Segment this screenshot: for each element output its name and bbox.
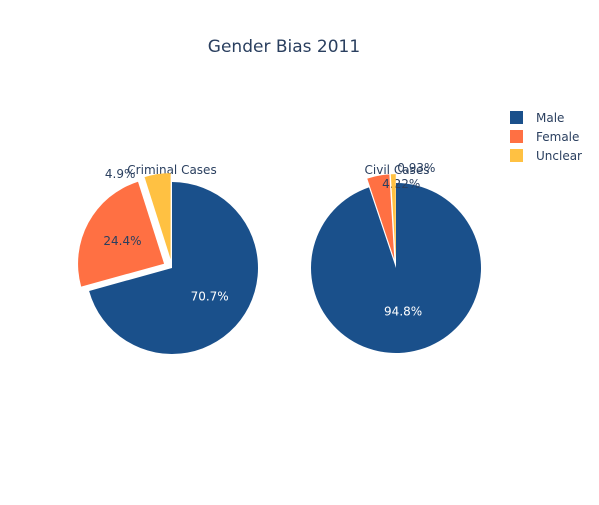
legend-label-female: Female xyxy=(536,130,579,144)
pie-slice-male[interactable] xyxy=(310,183,481,354)
legend-swatch-unclear xyxy=(510,149,523,162)
slice-label-male: 94.8% xyxy=(384,305,422,319)
pie-slice-female[interactable] xyxy=(78,181,165,287)
chart-title: Gender Bias 2011 xyxy=(208,37,360,57)
legend: Male Female Unclear xyxy=(510,111,582,163)
legend-label-unclear: Unclear xyxy=(536,149,582,163)
pie-criminal-cases: 70.7% 24.4% 4.9% xyxy=(78,167,258,354)
pie-title-criminal: Criminal Cases xyxy=(127,163,216,177)
slice-label-unclear: 4.9% xyxy=(105,167,136,181)
legend-swatch-female xyxy=(510,130,523,143)
legend-item-unclear[interactable]: Unclear xyxy=(510,149,582,163)
pie-slice-female[interactable] xyxy=(367,174,395,260)
legend-item-female[interactable]: Female xyxy=(510,130,579,144)
pie-slice-unclear[interactable] xyxy=(390,174,396,260)
slice-label-female: 4.22% xyxy=(382,177,420,191)
pie-title-civil: Civil Cases xyxy=(365,163,430,177)
slice-label-female: 24.4% xyxy=(103,234,141,248)
pie-civil-cases: 94.8% 4.22% 0.93% xyxy=(310,161,481,354)
legend-swatch-male xyxy=(510,111,523,124)
legend-item-male[interactable]: Male xyxy=(510,111,564,125)
legend-label-male: Male xyxy=(536,111,564,125)
slice-label-unclear: 0.93% xyxy=(397,161,435,175)
pie-slice-male[interactable] xyxy=(89,182,258,354)
slice-label-male: 70.7% xyxy=(191,290,229,304)
pie-slice-unclear[interactable] xyxy=(144,173,171,260)
